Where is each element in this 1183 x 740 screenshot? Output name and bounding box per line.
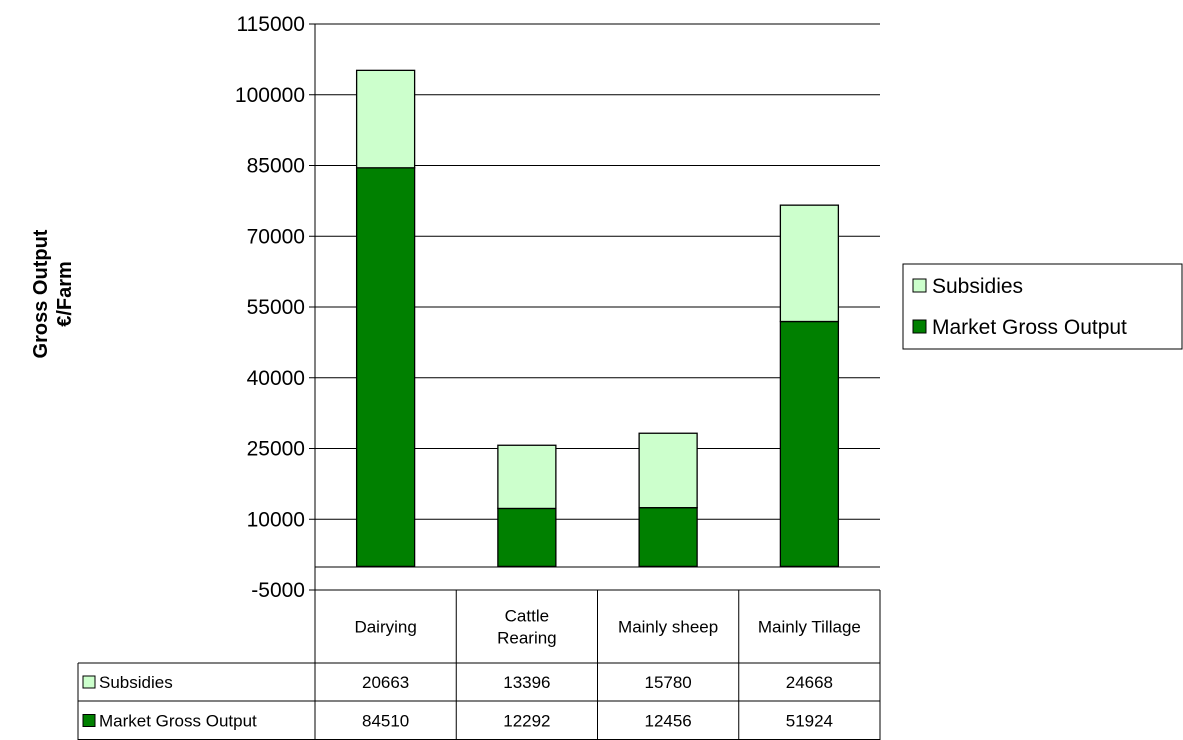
- table-value-cell: 15780: [644, 673, 691, 692]
- data-table: Dairying Cattle Rearing Mainly sheep Mainly …: [77, 589, 881, 740]
- table-header-cell: Cattle Rearing: [497, 607, 557, 648]
- table-value-cell: 24668: [786, 673, 833, 692]
- table-value-cell: 12292: [503, 712, 550, 731]
- y-tick-label: 70000: [247, 225, 305, 248]
- y-axis-title-line: €/Farm: [54, 261, 76, 327]
- bar: [779, 204, 840, 323]
- bar: [779, 320, 840, 568]
- legend-label: Subsidies: [932, 275, 1023, 298]
- table-header-line: Dairying: [354, 618, 416, 637]
- table-header-line: Cattle: [505, 607, 549, 626]
- bars: [355, 69, 840, 568]
- table-header-cell: Mainly Tillage: [758, 618, 861, 637]
- table-header-line: Rearing: [497, 629, 557, 648]
- legend-box: [902, 263, 1183, 350]
- table-header-line: Mainly sheep: [618, 618, 718, 637]
- table-legend-key: [82, 714, 96, 727]
- legend-key: [912, 319, 927, 334]
- legend-label: Market Gross Output: [932, 316, 1127, 339]
- y-tick-label: 85000: [247, 155, 305, 178]
- bar: [638, 507, 698, 568]
- y-tick-label: 40000: [247, 367, 305, 390]
- table-value-cell: 51924: [786, 712, 833, 731]
- legend-key: [912, 278, 927, 293]
- y-axis-title: Gross Output €/Farm: [30, 229, 76, 358]
- bar: [638, 432, 698, 509]
- y-tick-label: -5000: [251, 579, 305, 602]
- y-tick-label: 100000: [235, 84, 305, 107]
- bar: [355, 69, 416, 169]
- bar: [355, 167, 416, 568]
- y-axis: -5000 10000 25000 40000 55000 70000 85000 10000…: [235, 13, 316, 740]
- legend: Subsidies Market Gross Output: [902, 263, 1183, 350]
- y-tick-label: 115000: [236, 13, 305, 36]
- bar: [497, 444, 557, 510]
- table-header-line: Mainly Tillage: [758, 618, 861, 637]
- y-axis-title-line: Gross Output: [30, 229, 52, 358]
- table-value-cell: 12456: [644, 712, 691, 731]
- y-tick-label: 10000: [247, 508, 305, 531]
- y-tick-label: 55000: [247, 296, 305, 319]
- y-axis-title-text: Gross Output €/Farm: [30, 229, 76, 358]
- table-value-cell: 84510: [362, 712, 409, 731]
- table-header-cell: Dairying: [354, 618, 416, 637]
- table-row-label: Market Gross Output: [99, 712, 257, 731]
- table-row-label: Subsidies: [99, 673, 173, 692]
- table-value-cell: 20663: [362, 673, 409, 692]
- table-header-cell: Mainly sheep: [618, 618, 718, 637]
- table-value-cell: 13396: [503, 673, 550, 692]
- table-legend-key: [82, 675, 96, 689]
- y-tick-label: 25000: [247, 438, 305, 461]
- bar: [497, 507, 557, 568]
